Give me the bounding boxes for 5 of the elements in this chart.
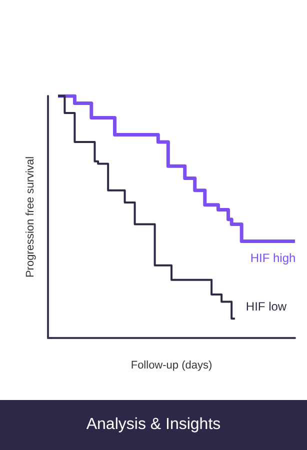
x-axis-title: Follow-up (days): [130, 360, 212, 372]
series-label: HIF low: [246, 300, 287, 314]
text: Analysis & Insights: [86, 416, 221, 434]
series-label: HIF high: [250, 251, 296, 266]
y-axis-title: Progression free survival: [24, 156, 36, 278]
